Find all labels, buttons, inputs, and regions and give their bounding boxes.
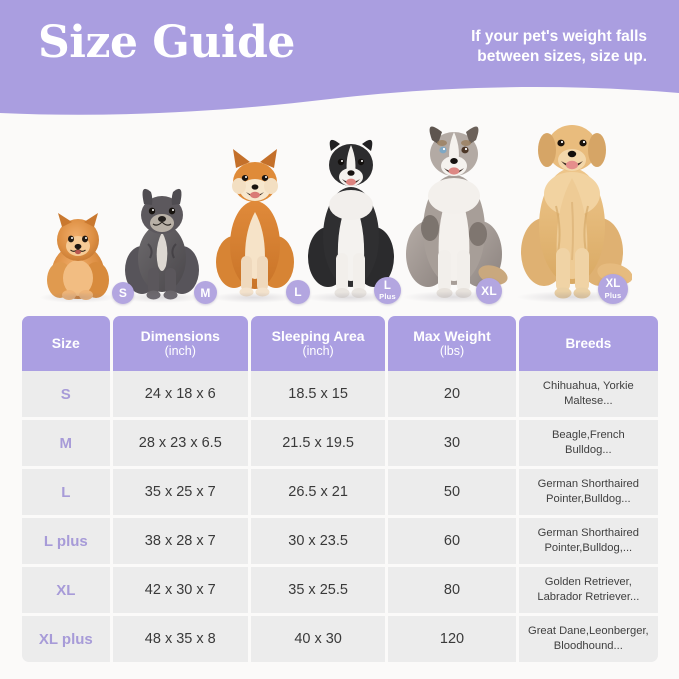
column-header-size: Size — [22, 316, 110, 371]
size-badge-xl-plus: XL Plus — [598, 274, 628, 304]
column-header-breeds: Breeds — [518, 316, 658, 371]
size-badge-xl: XL — [476, 278, 502, 304]
table-row: M 28 x 23 x 6.5 21.5 x 19.5 30 Beagle,Fr… — [22, 420, 658, 466]
cell-max-weight: 50 — [388, 469, 516, 515]
size-badge-xl-label: XL — [481, 284, 497, 298]
size-badge-l-label: L — [294, 285, 302, 299]
cell-max-weight: 20 — [388, 371, 516, 417]
cell-size: L — [22, 469, 110, 515]
cell-sleeping-area: 21.5 x 19.5 — [250, 420, 386, 466]
column-header-dimensions: Dimensions (inch) — [112, 316, 248, 371]
header-tagline: If your pet's weight falls between sizes… — [471, 28, 647, 66]
column-header-sleeping-area-label: Sleeping Area — [271, 328, 365, 345]
cell-sleeping-area: 18.5 x 15 — [250, 371, 386, 417]
cell-size: M — [22, 420, 110, 466]
cell-breeds: Beagle,French Bulldog... — [518, 420, 658, 466]
size-badge-l-plus-label: L — [383, 279, 392, 292]
cell-breeds: German Shorthaired Pointer,Bulldog... — [518, 469, 658, 515]
cell-dimensions: 35 x 25 x 7 — [112, 469, 248, 515]
table-row: L 35 x 25 x 7 26.5 x 21 50 German Shorth… — [22, 469, 658, 515]
page-title: Size Guide — [38, 17, 295, 68]
dog-photo-golden-retriever: XL Plus — [512, 102, 633, 304]
header-banner: Size Guide If your pet's weight falls be… — [0, 0, 679, 120]
size-badge-l-plus: L Plus — [374, 277, 401, 304]
size-badge-l-plus-sub: Plus — [379, 292, 396, 301]
cell-sleeping-area: 35 x 25.5 — [250, 567, 386, 613]
table-row: XL plus 48 x 35 x 8 40 x 30 120 Great Da… — [22, 616, 658, 662]
size-badge-m: M — [194, 281, 217, 304]
cell-sleeping-area: 26.5 x 21 — [250, 469, 386, 515]
column-header-sleeping-area: Sleeping Area (inch) — [250, 316, 386, 371]
size-badge-s-label: S — [118, 286, 128, 300]
dog-size-comparison-strip: S — [0, 104, 679, 304]
dog-photo-border-collie: L Plus — [300, 125, 401, 304]
column-header-max-weight: Max Weight (lbs) — [388, 316, 516, 371]
cell-dimensions: 42 x 30 x 7 — [112, 567, 248, 613]
cell-max-weight: 80 — [388, 567, 516, 613]
cell-size: XL plus — [22, 616, 110, 662]
size-badge-xl-plus-label: XL — [605, 278, 621, 290]
table-row: XL 42 x 30 x 7 35 x 25.5 80 Golden Retri… — [22, 567, 658, 613]
cell-breeds: Chihuahua, Yorkie Maltese... — [518, 371, 658, 417]
cell-size: L plus — [22, 518, 110, 564]
cell-max-weight: 120 — [388, 616, 516, 662]
size-badge-xl-plus-sub: Plus — [604, 290, 622, 300]
column-header-sleeping-area-sub: (inch) — [302, 344, 334, 359]
column-header-breeds-label: Breeds — [565, 335, 612, 351]
size-badge-m-label: M — [200, 285, 211, 300]
cell-breeds: Great Dane,Leonberger, Bloodhound... — [518, 616, 658, 662]
table-row: S 24 x 18 x 6 18.5 x 15 20 Chihuahua, Yo… — [22, 371, 658, 417]
table-header: Size Dimensions (inch) Sleeping Area (in… — [22, 316, 658, 371]
cell-dimensions: 38 x 28 x 7 — [112, 518, 248, 564]
dog-photo-shiba-inu: L — [208, 140, 310, 304]
header-background-wave — [0, 0, 679, 115]
column-header-dimensions-sub: (inch) — [164, 344, 196, 359]
table-row: L plus 38 x 28 x 7 30 x 23.5 60 German S… — [22, 518, 658, 564]
cell-size: S — [22, 371, 110, 417]
cell-dimensions: 28 x 23 x 6.5 — [112, 420, 248, 466]
column-header-dimensions-label: Dimensions — [140, 328, 220, 345]
cell-dimensions: 48 x 35 x 8 — [112, 616, 248, 662]
size-chart-table: Size Dimensions (inch) Sleeping Area (in… — [22, 316, 658, 662]
dog-photo-australian-shepherd: XL — [398, 110, 510, 304]
table-header-row: Size Dimensions (inch) Sleeping Area (in… — [22, 316, 658, 371]
dog-photo-french-bulldog: M — [118, 170, 217, 304]
cell-dimensions: 24 x 18 x 6 — [112, 371, 248, 417]
column-header-max-weight-label: Max Weight — [413, 328, 491, 345]
cell-size: XL — [22, 567, 110, 613]
cell-breeds: German Shorthaired Pointer,Bulldog,... — [518, 518, 658, 564]
size-badge-s: S — [112, 282, 134, 304]
cell-max-weight: 60 — [388, 518, 516, 564]
cell-max-weight: 30 — [388, 420, 516, 466]
column-header-max-weight-sub: (lbs) — [439, 344, 465, 359]
dog-photo-pomeranian: S — [38, 200, 134, 304]
cell-sleeping-area: 40 x 30 — [250, 616, 386, 662]
cell-breeds: Golden Retriever, Labrador Retriever... — [518, 567, 658, 613]
column-header-size-label: Size — [51, 335, 80, 352]
cell-sleeping-area: 30 x 23.5 — [250, 518, 386, 564]
size-badge-l: L — [286, 280, 310, 304]
table-body: S 24 x 18 x 6 18.5 x 15 20 Chihuahua, Yo… — [22, 371, 658, 662]
